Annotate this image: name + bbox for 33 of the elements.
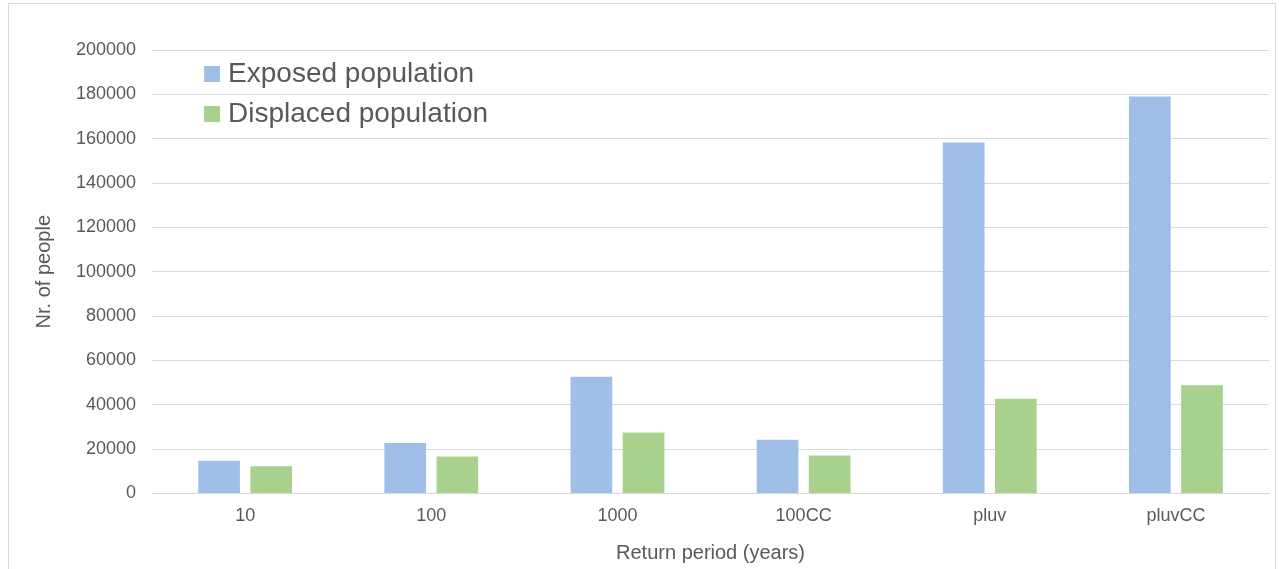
bar: [250, 466, 293, 493]
y-tick-label: 140000: [75, 171, 137, 192]
x-tick-label: pluv: [973, 505, 1007, 526]
y-axis-title: Nr. of people: [31, 214, 54, 329]
x-axis-title: Return period (years): [616, 540, 806, 563]
y-tick-label: 100000: [75, 260, 137, 281]
x-tick-label: pluvCC: [1146, 505, 1206, 526]
y-tick-label: 180000: [75, 83, 137, 104]
y-tick-label: 40000: [86, 393, 137, 414]
legend-label: Exposed population: [228, 56, 475, 88]
bar: [756, 439, 799, 493]
y-tick-label: 80000: [86, 305, 137, 326]
bar: [570, 376, 613, 493]
y-tick-label: 0: [126, 482, 137, 503]
x-tick-label: 1000: [597, 505, 638, 526]
bar: [198, 460, 240, 493]
x-tick-label: 100: [416, 505, 447, 526]
bar: [1129, 96, 1171, 493]
bar: [808, 455, 851, 493]
x-tick-label: 10: [235, 505, 256, 526]
y-tick-label: 200000: [75, 38, 137, 59]
x-tick-label: 100CC: [775, 505, 832, 526]
bar: [622, 432, 665, 493]
legend-label: Displaced population: [228, 96, 489, 128]
bar: [994, 398, 1037, 493]
y-tick-label: 120000: [75, 216, 137, 237]
bar: [384, 443, 427, 493]
y-tick-label: 20000: [86, 438, 137, 459]
bar: [436, 456, 479, 493]
bar: [1181, 385, 1223, 493]
y-tick-label: 60000: [86, 349, 137, 370]
bar: [942, 142, 985, 493]
y-tick-label: 160000: [75, 127, 137, 148]
